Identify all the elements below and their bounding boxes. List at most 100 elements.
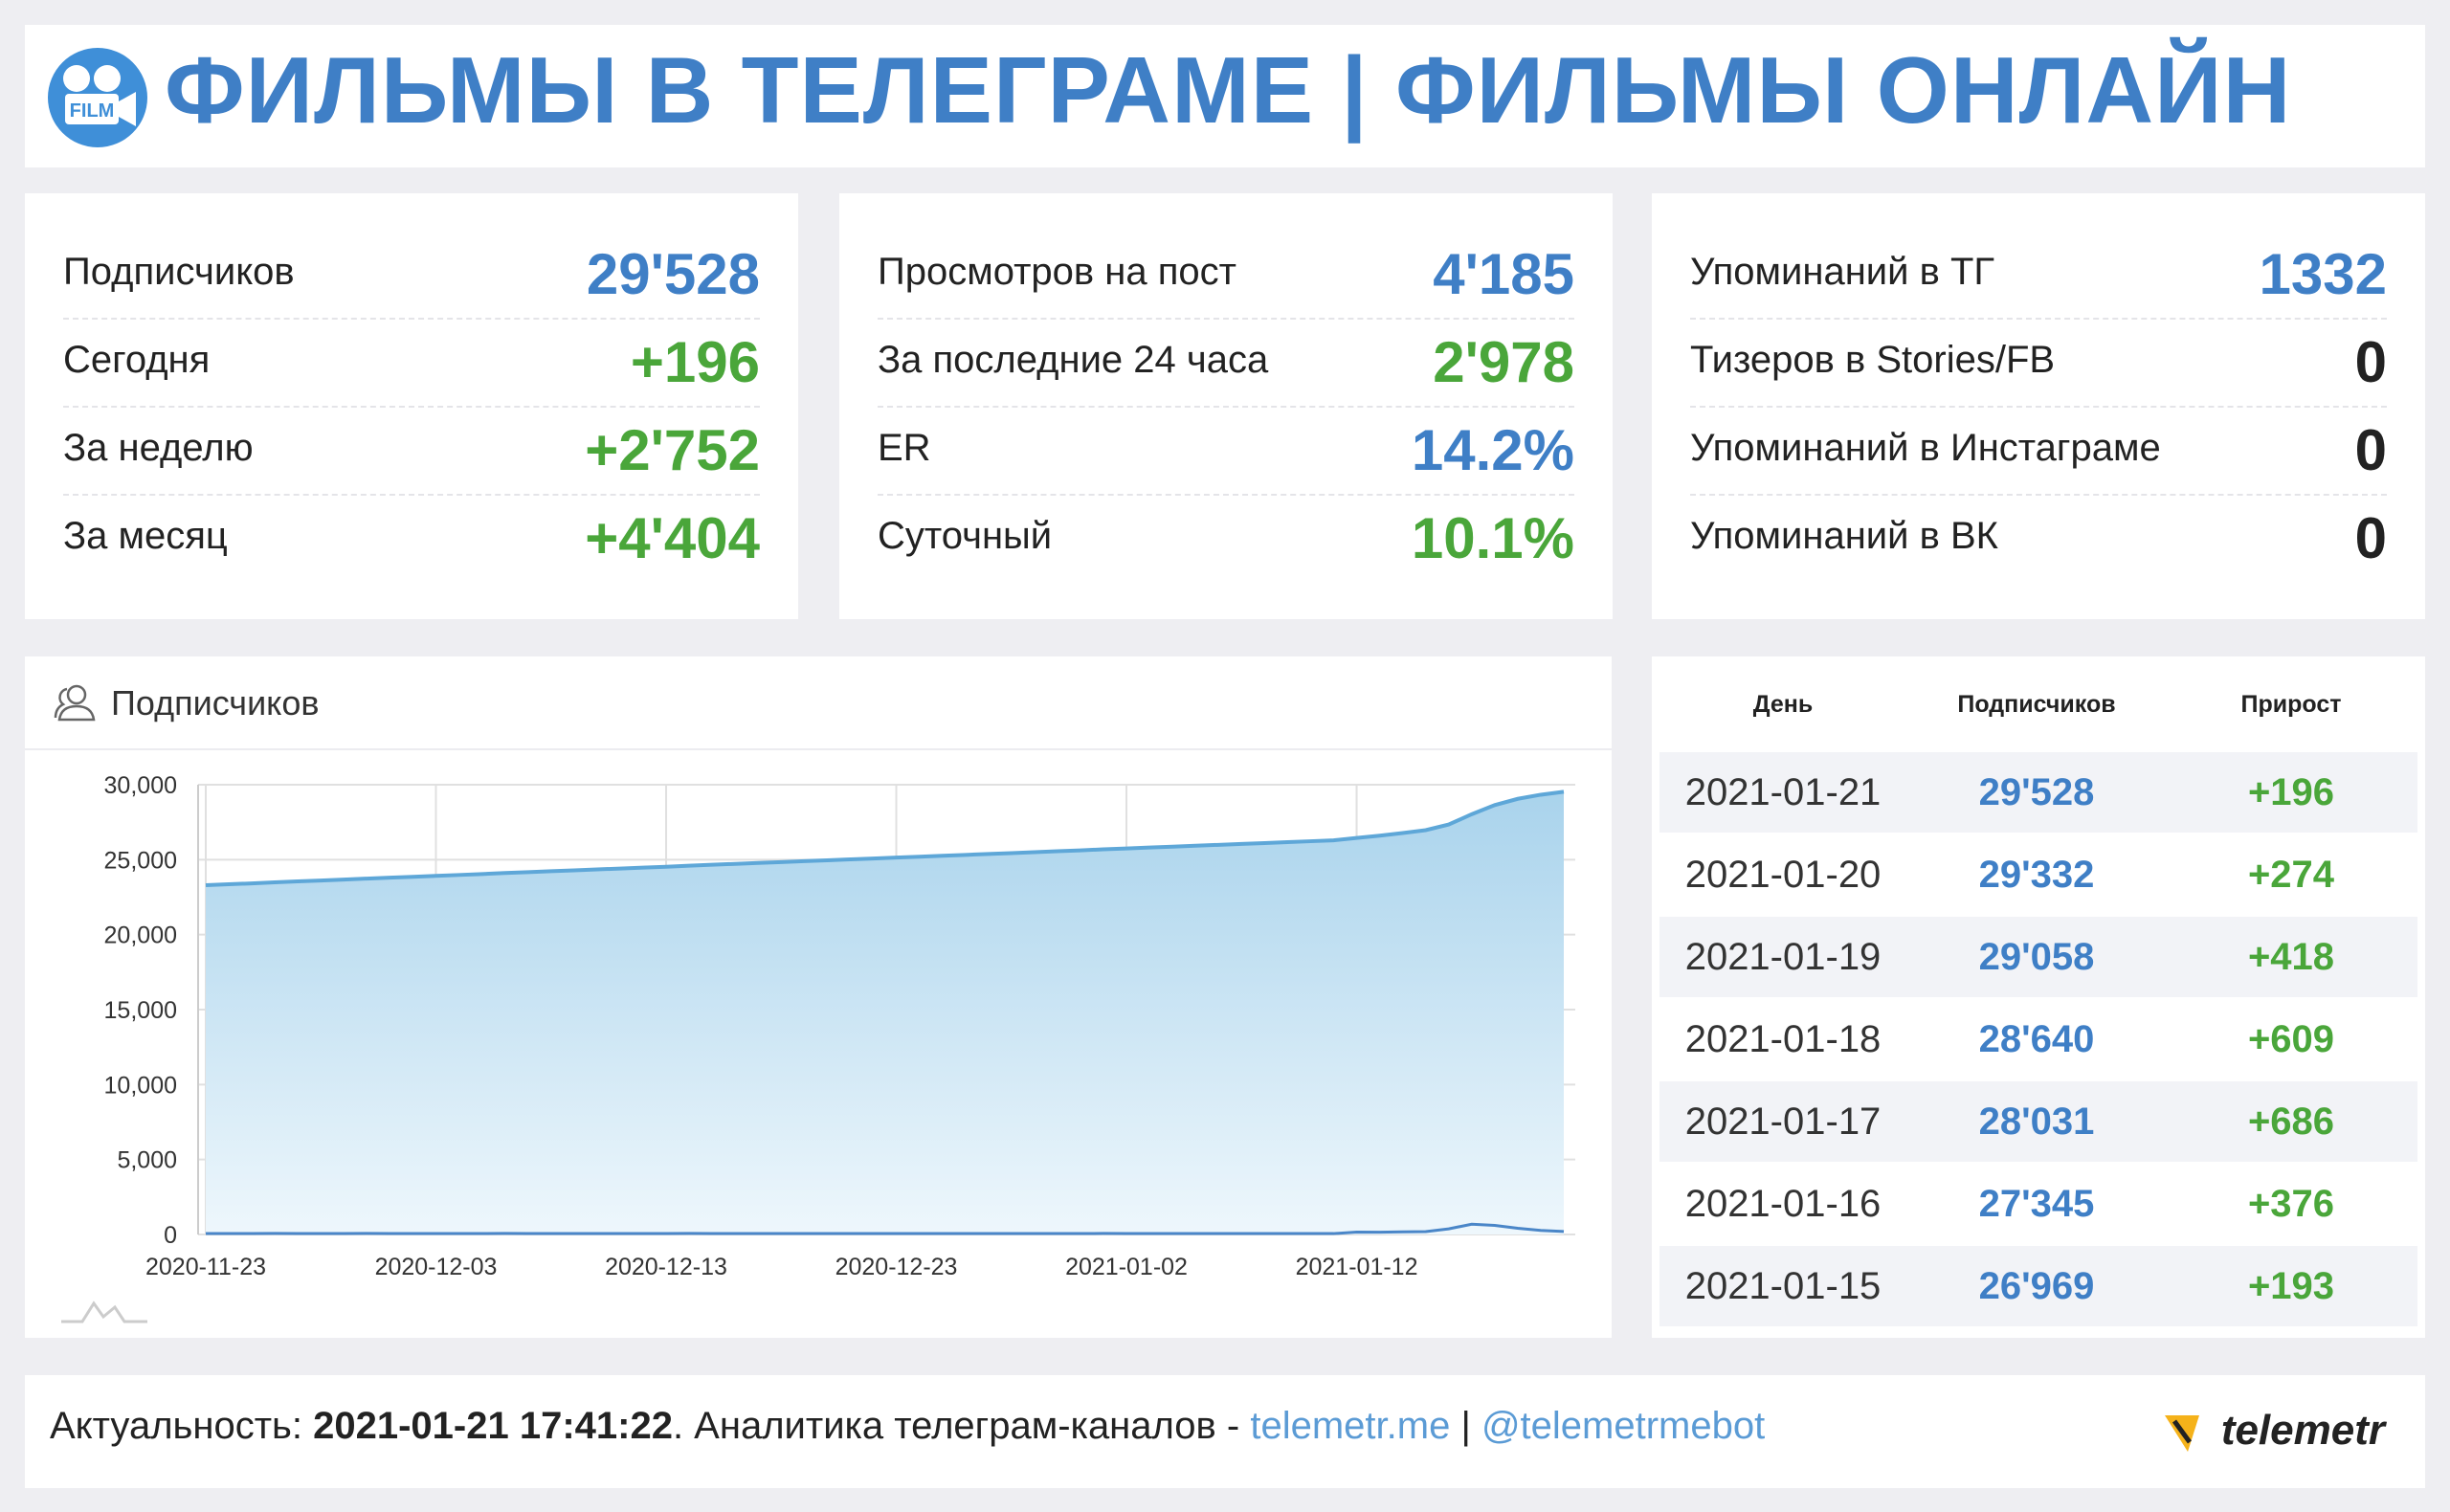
line: [205, 789, 1565, 887]
stat-card: Упоминаний в ТГ 1332 Тизеров в Stories/FB 0…: [1652, 193, 2425, 619]
chart: 0 5,000 10,000 15,000 20,000 25,000 30,000 2020…: [61, 772, 1575, 1323]
stat-label: Тизеров в Stories/FB: [1690, 339, 2056, 381]
stat-value: +196: [630, 330, 760, 394]
stat-value: 0: [2354, 418, 2387, 482]
cell: 28'031: [1978, 1101, 2095, 1143]
cell: 28'640: [1978, 1018, 2095, 1060]
cell: 29'058: [1978, 936, 2095, 978]
stat-row: Упоминаний в Инстаграме 0: [1690, 406, 2387, 496]
cell: +274: [2247, 854, 2335, 896]
footer-text: Актуальность: 2021-01-21 17:41:22. Анали…: [50, 1405, 1765, 1448]
y-tick-label: 25,000: [104, 847, 177, 874]
stat-value: +4'404: [585, 506, 760, 570]
column-header: Подписчиков: [1957, 691, 2116, 718]
stat-value: +2'752: [585, 418, 760, 482]
stat-row: Просмотров на пост 4'185: [878, 230, 1574, 320]
cell: 29'528: [1978, 771, 2095, 813]
stat-label: За неделю: [63, 427, 254, 469]
cell: 2021-01-20: [1684, 854, 1882, 896]
stat-row: Суточный 10.1%: [878, 494, 1574, 582]
cell: +193: [2247, 1265, 2335, 1307]
channel-title: ФИЛЬМЫ В ТЕЛЕГРАМЕ | ФИЛЬМЫ ОНЛАЙН: [165, 37, 2292, 143]
y-tick-label: 0: [164, 1222, 177, 1249]
stat-value: 10.1%: [1411, 506, 1574, 570]
stat-label: ER: [878, 427, 931, 469]
cell: 26'969: [1978, 1265, 2095, 1307]
stat-card: Подписчиков 29'528 Сегодня +196 За неделю +2'…: [25, 193, 798, 619]
x-tick-label: 2020-12-03: [375, 1254, 498, 1280]
stat-row: Сегодня +196: [63, 318, 760, 408]
x-tick-label: 2021-01-12: [1296, 1254, 1418, 1280]
column-header: День: [1752, 691, 1814, 718]
stat-row: За последние 24 часа 2'978: [878, 318, 1574, 408]
stat-value: 1332: [2259, 242, 2387, 306]
stat-card: Просмотров на пост 4'185 За последние 24 ч…: [839, 193, 1613, 619]
chart-title: Подписчиков: [111, 683, 320, 723]
stat-label: За месяц: [63, 515, 228, 557]
cell: 2021-01-15: [1684, 1265, 1882, 1307]
stat-row: Упоминаний в ТГ 1332: [1690, 230, 2387, 320]
stat-value: 29'528: [586, 242, 760, 306]
logo: telemetr: [2165, 1407, 2388, 1454]
cell: +609: [2247, 1018, 2335, 1060]
table-row: 2021-01-15 26'969 +193: [1659, 1244, 2417, 1326]
footer: telemetr: [25, 1375, 2425, 1488]
header: FILM ФИЛЬМЫ В ТЕЛЕГРАМЕ | ФИЛЬМЫ ОНЛАЙН: [25, 25, 2425, 167]
x-tick-label: 2020-12-23: [835, 1254, 958, 1280]
cell: 2021-01-17: [1684, 1101, 1882, 1143]
footer-middle: . Аналитика телеграм-каналов -: [672, 1405, 1251, 1447]
cell: +376: [2247, 1183, 2335, 1225]
stat-row: За неделю +2'752: [63, 406, 760, 496]
stat-label: За последние 24 часа: [878, 339, 1269, 381]
stat-row: Упоминаний в ВК 0: [1690, 494, 2387, 582]
column-header: Прирост: [2240, 691, 2342, 718]
table-row: 2021-01-20 29'332 +274: [1659, 833, 2417, 915]
stat-value: 0: [2354, 506, 2387, 570]
y-tick-label: 15,000: [104, 997, 177, 1024]
table-row: 2021-01-18 28'640 +609: [1659, 997, 2417, 1079]
separator: |: [1450, 1405, 1481, 1447]
cell: 2021-01-21: [1684, 771, 1882, 813]
stat-label: Упоминаний в ВК: [1690, 515, 1998, 557]
chart-card: Подписчиков 0 5,000 10,000 15,000 20,000 25,0…: [25, 656, 1612, 1338]
footer-prefix: Актуальность:: [50, 1405, 314, 1447]
cell: +196: [2247, 771, 2335, 813]
y-tick-label: 5,000: [117, 1147, 177, 1174]
table-row: 2021-01-19 29'058 +418: [1659, 915, 2417, 997]
cell: 2021-01-16: [1684, 1183, 1882, 1225]
line: [206, 1222, 1565, 1235]
link[interactable]: telemetr.me: [1250, 1405, 1451, 1447]
table-row: 2021-01-17 28'031 +686: [1659, 1079, 2417, 1162]
stat-label: Упоминаний в Инстаграме: [1690, 427, 2161, 469]
stat-value: 2'978: [1433, 330, 1574, 394]
cell: +418: [2247, 936, 2335, 978]
stat-value: 0: [2354, 330, 2387, 394]
x-tick-label: 2021-01-02: [1065, 1254, 1188, 1280]
area: [206, 791, 1564, 1234]
stat-label: Упоминаний в ТГ: [1690, 251, 1995, 293]
table-row: 2021-01-21 29'528 +196: [1659, 750, 2417, 833]
navigator-icon: [61, 1301, 147, 1323]
channel-icon: FILM: [48, 48, 147, 147]
y-tick-label: 20,000: [104, 923, 177, 949]
divider: [25, 748, 1612, 750]
y-tick-label: 10,000: [104, 1072, 177, 1099]
stat-row: Подписчиков 29'528: [63, 230, 760, 320]
timestamp: 2021-01-21 17:41:22: [313, 1405, 673, 1447]
cell: +686: [2247, 1101, 2335, 1143]
stat-label: Просмотров на пост: [878, 251, 1236, 293]
table-card: День Подписчиков Прирост 2021-01-21 29'528 +1…: [1652, 656, 2425, 1338]
stat-label: Суточный: [878, 515, 1053, 557]
stat-row: За месяц +4'404: [63, 494, 760, 582]
cell: 27'345: [1978, 1183, 2095, 1225]
stat-row: ER 14.2%: [878, 406, 1574, 496]
link[interactable]: @telemetrmebot: [1481, 1405, 1766, 1447]
icon-text: FILM: [70, 100, 115, 122]
stat-label: Сегодня: [63, 339, 211, 381]
y-tick-label: 30,000: [104, 772, 177, 799]
cell: 2021-01-18: [1684, 1018, 1882, 1060]
stat-value: 14.2%: [1411, 418, 1574, 482]
stat-label: Подписчиков: [63, 251, 295, 293]
logo-text: telemetr: [2221, 1407, 2388, 1454]
